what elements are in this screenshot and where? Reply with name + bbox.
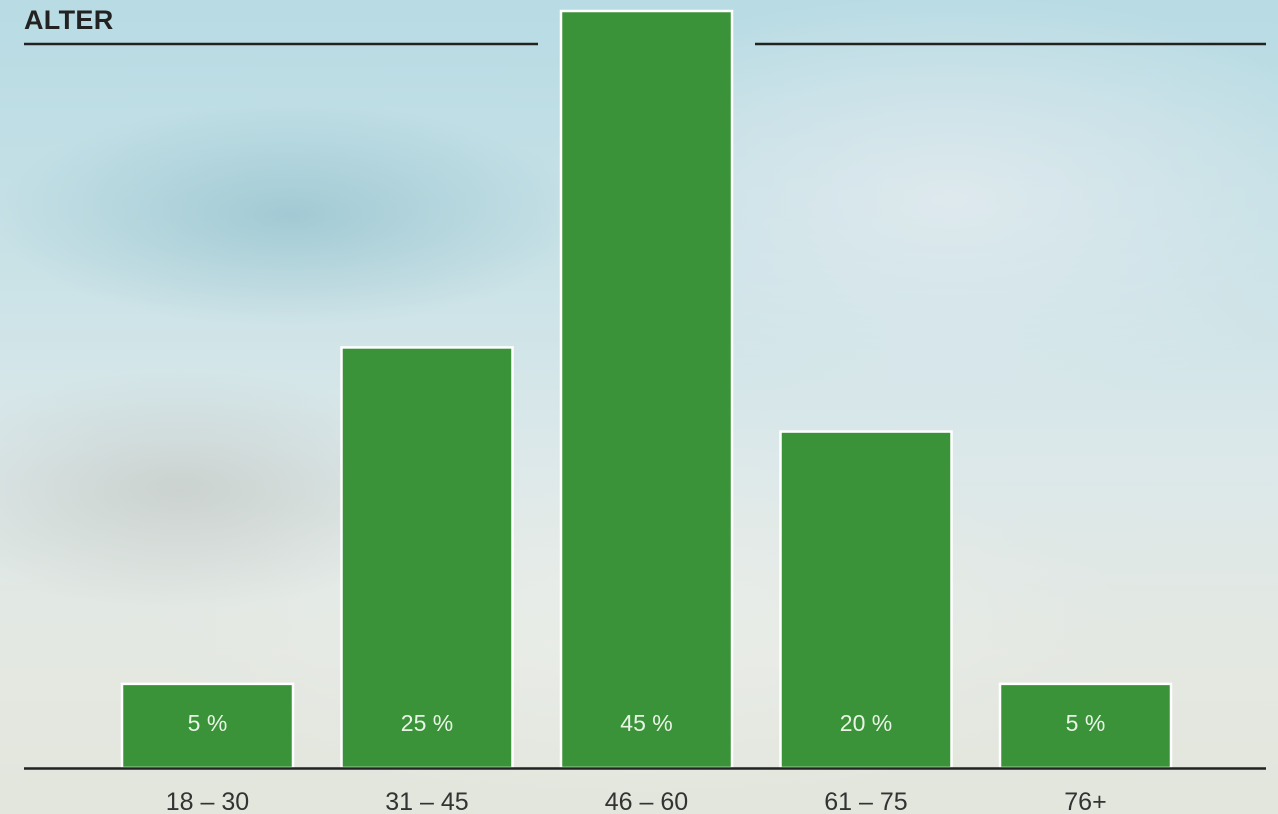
bar-value-label-4: 20 % — [840, 710, 892, 736]
bars-group — [120, 9, 1173, 770]
bar-1 — [120, 682, 295, 770]
category-label-2: 31 – 45 — [385, 788, 468, 814]
bar-3 — [559, 9, 734, 770]
category-label-5: 76+ — [1064, 788, 1106, 814]
labels-group: 5 % 18 – 30 25 % 31 – 45 45 % 46 – 60 20 % 61 –… — [166, 710, 1107, 814]
bar-5 — [998, 682, 1173, 770]
bar-value-label-3: 45 % — [620, 710, 672, 736]
category-label-1: 18 – 30 — [166, 788, 249, 814]
bar-value-label-2: 25 % — [401, 710, 453, 736]
bar-value-label-1: 5 % — [188, 710, 228, 736]
category-label-4: 61 – 75 — [824, 788, 907, 814]
category-label-3: 46 – 60 — [605, 788, 688, 814]
chart-title: ALTER — [24, 5, 114, 35]
bar-2 — [340, 346, 514, 770]
bar-value-label-5: 5 % — [1066, 710, 1106, 736]
